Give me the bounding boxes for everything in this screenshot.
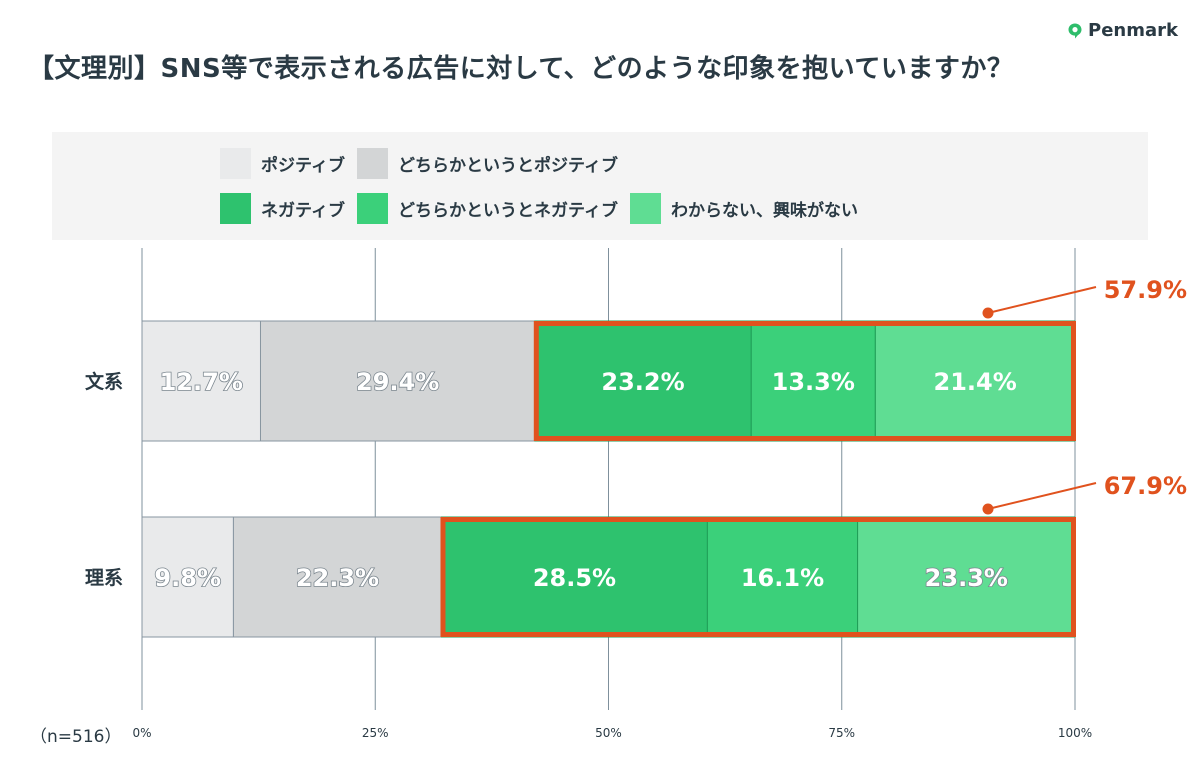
chart-legend: ポジティブ どちらかというとポジティブ ネガティブ どちらかというとネガティブ … [52,132,1148,240]
penmark-logo-icon [1068,23,1082,39]
chart-title: 【文理別】SNS等で表示される広告に対して、どのような印象を抱いていますか？ [28,54,1014,84]
value-label-bunkei-series-3: 13.3% [772,368,855,396]
value-label-rikei-series-0: 9.8% [154,564,221,592]
value-label-bunkei-series-0: 12.7% [160,368,243,396]
bar-rikei-series-0 [141,516,234,638]
sample-size-note: （n=516） [30,727,122,747]
category-label-rikei: 理系 [85,567,123,589]
highlight-box-rikei [440,517,1077,637]
legend-swatch-positive [220,148,251,179]
callout-line-bunkei [987,286,1097,314]
value-label-rikei-series-1: 22.3% [296,564,379,592]
callout-line-rikei [987,482,1097,510]
legend-label-positive: ポジティブ [261,156,345,176]
legend-label-somewhat-negative: どちらかというとネガティブ [397,201,618,221]
value-label-rikei-series-3: 16.1% [741,564,824,592]
legend-swatch-somewhat-positive [356,148,388,179]
legend-swatch-somewhat-negative [356,193,388,224]
legend-label-negative: ネガティブ [261,201,345,221]
legend-item-somewhat-positive: どちらかというとポジティブ [356,148,618,179]
value-label-rikei-series-2: 28.5% [533,564,616,592]
legend-row-positive: ポジティブ どちらかというとポジティブ [220,148,630,179]
legend-swatch-not-sure [629,193,661,224]
bar-rikei-series-3 [706,516,859,638]
x-tick-label-50: 50% [595,726,622,740]
brand-logo: Penmark [1068,20,1178,41]
legend-item-positive: ポジティブ [220,148,345,179]
callout-dot-bunkei [982,307,994,319]
value-label-bunkei-series-4: 21.4% [934,368,1017,396]
legend-swatch-negative [220,193,251,224]
bar-bunkei-series-1 [259,320,536,442]
callout-label-bunkei: 57.9% [1104,276,1187,304]
category-label-bunkei: 文系 [85,370,123,393]
callout-label-rikei: 67.9% [1104,472,1187,500]
legend-label-not-sure: わからない、興味がない [670,201,858,221]
x-tick-label-0: 0% [132,726,151,740]
bar-bunkei-series-0 [141,320,261,442]
brand-name: Penmark [1088,20,1178,41]
value-label-bunkei-series-1: 29.4% [356,368,439,396]
legend-item-not-sure: わからない、興味がない [629,193,858,224]
value-label-bunkei-series-2: 23.2% [601,368,684,396]
legend-label-somewhat-positive: どちらかというとポジティブ [397,156,618,176]
callout-dot-rikei [982,503,994,515]
x-tick-label-25: 25% [362,726,389,740]
legend-item-negative: ネガティブ [220,193,345,224]
value-label-rikei-series-4: 23.3% [925,564,1008,592]
x-tick-label-100: 100% [1058,726,1092,740]
x-tick-label-75: 75% [828,726,855,740]
legend-row-negative: ネガティブ どちらかというとネガティブ わからない、興味がない [220,193,870,224]
legend-item-somewhat-negative: どちらかというとネガティブ [356,193,618,224]
bar-bunkei-series-2 [534,320,752,442]
highlight-box-bunkei [533,321,1076,441]
